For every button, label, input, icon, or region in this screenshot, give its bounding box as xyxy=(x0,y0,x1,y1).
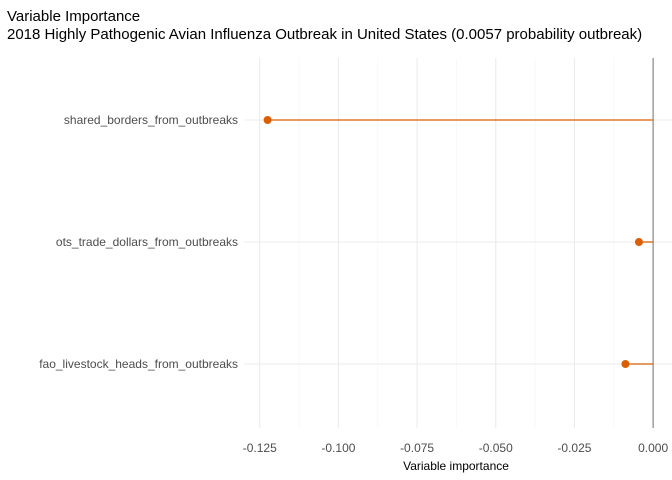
x-axis-labels: -0.125 -0.100 -0.075 -0.050 -0.025 0.000 xyxy=(243,441,669,455)
x-tick-label: 0.000 xyxy=(638,441,668,455)
y-tick-label: shared_borders_from_outbreaks xyxy=(64,113,238,127)
marks xyxy=(263,116,654,368)
y-axis-labels: shared_borders_from_outbreaks ots_trade_d… xyxy=(39,113,238,371)
chart-subtitle: 2018 Highly Pathogenic Avian Influenza O… xyxy=(7,26,642,43)
x-axis-title: Variable importance xyxy=(403,459,509,473)
x-tick-label: -0.125 xyxy=(243,441,277,455)
lollipop-point xyxy=(263,116,272,124)
lollipop-point xyxy=(634,238,643,246)
y-tick-label: fao_livestock_heads_from_outbreaks xyxy=(39,357,238,371)
y-tick-label: ots_trade_dollars_from_outbreaks xyxy=(56,235,238,249)
chart-title: Variable Importance xyxy=(7,8,140,25)
x-tick-label: -0.075 xyxy=(400,441,434,455)
x-tick-label: -0.025 xyxy=(557,441,591,455)
x-tick-label: -0.100 xyxy=(321,441,355,455)
x-tick-label: -0.050 xyxy=(479,441,513,455)
grid xyxy=(244,58,672,428)
lollipop-point xyxy=(621,360,630,368)
